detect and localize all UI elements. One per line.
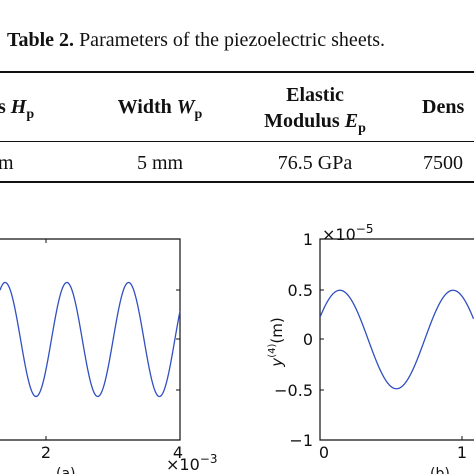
right-y-axis-label: y(4)(m) [267, 317, 286, 367]
table-caption: Table 2. Parameters of the piezoelectric… [7, 28, 385, 52]
header-density: Dens [422, 96, 465, 118]
right-x-tick-label-0: 0 [319, 443, 329, 462]
right-panel: 1 0.5 0 −0.5 −1 ×10−5 0 1 y(4)(m) (b) [267, 222, 474, 474]
caption-label: Table 2. [7, 29, 75, 51]
header-thickness: s Hp [0, 96, 35, 122]
left-x-tick-label-4: 4 [173, 443, 183, 462]
left-panel: 2 4 ×10−3 (a) [0, 238, 217, 474]
right-y-tick-label-neg0.5: −0.5 [274, 381, 313, 400]
right-sub-label: (b) [430, 466, 450, 474]
left-sub-label: (a) [56, 466, 76, 474]
left-panel-frame [0, 238, 181, 441]
right-y-tick-label-neg1: −1 [289, 431, 313, 450]
cell-elastic-modulus: 76.5 GPa [277, 152, 353, 174]
right-x-tick-label-1: 1 [457, 443, 467, 462]
cell-density: 7500 [423, 152, 463, 174]
table-mid-rule [0, 141, 474, 142]
header-width: Width Wp [117, 96, 203, 122]
right-y-exponent: ×10−5 [322, 222, 373, 244]
right-y-tick-label-1: 1 [303, 230, 313, 249]
right-panel-frame [319, 238, 474, 441]
table-top-rule [0, 71, 474, 73]
left-x-exponent: ×10−3 [166, 452, 217, 474]
cell-thickness: m [0, 152, 14, 174]
caption-text: Parameters of the piezoelectric sheets. [79, 29, 386, 51]
left-series-line [0, 281, 181, 398]
right-series-line [319, 289, 474, 390]
table-bottom-rule [0, 181, 474, 183]
cell-width: 5 mm [136, 152, 184, 174]
figure: 2 4 ×10−3 (a) 1 0.5 0 −0.5 −1 ×10−5 0 1 … [0, 222, 474, 474]
right-y-tick-label-0.5: 0.5 [288, 281, 313, 300]
right-y-tick-label-0: 0 [303, 330, 313, 349]
left-x-tick-label-2: 2 [41, 443, 51, 462]
header-elastic-modulus: Elastic Modulus Ep [264, 84, 366, 136]
